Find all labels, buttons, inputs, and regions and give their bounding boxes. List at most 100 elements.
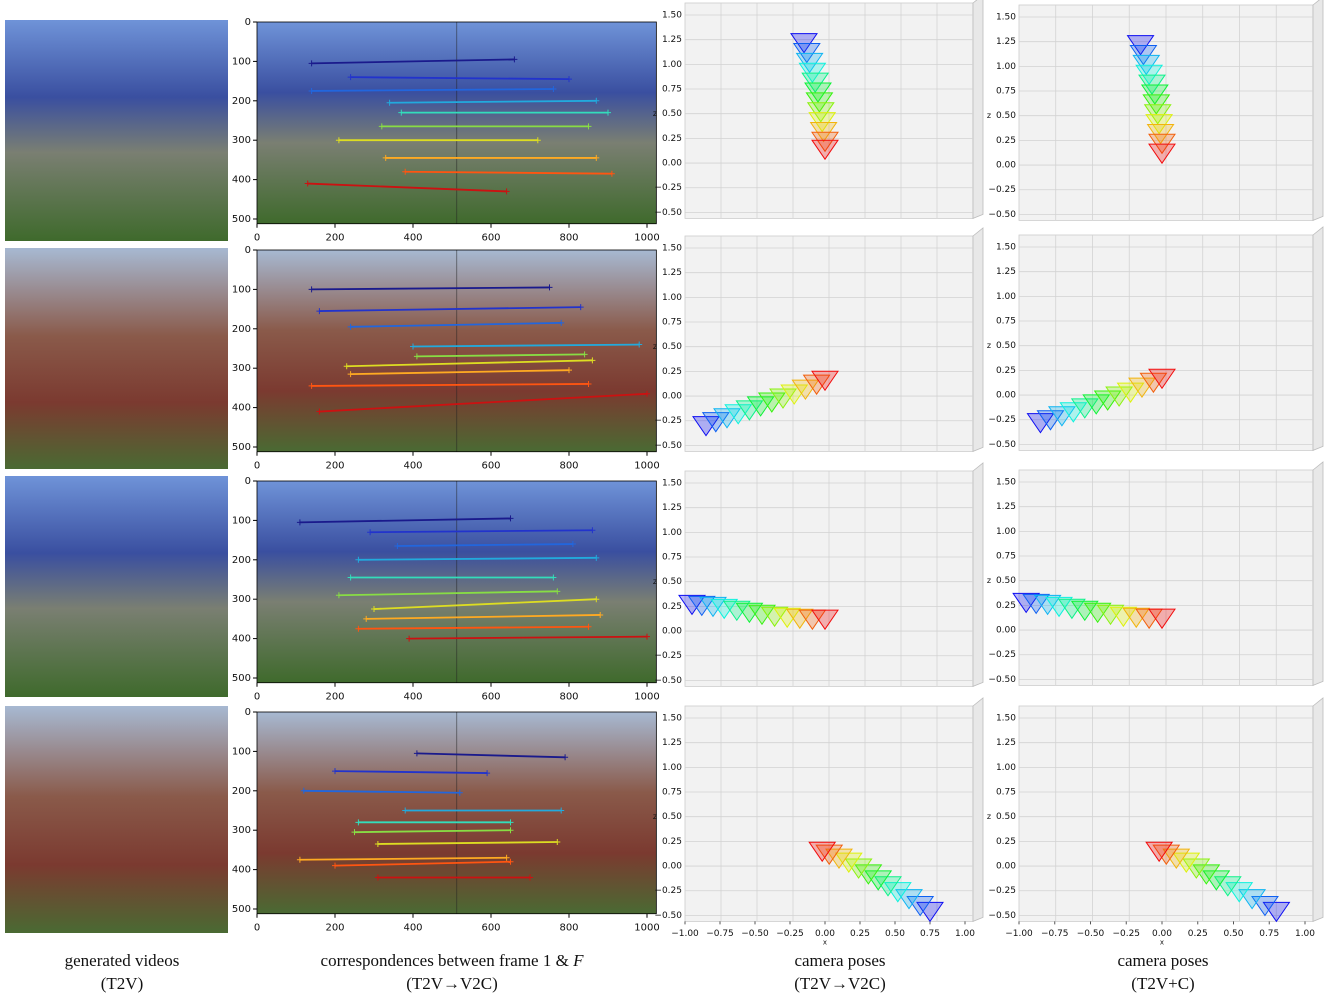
y-tick-label: 400 — [232, 403, 251, 414]
camera — [1047, 406, 1076, 427]
camera — [844, 858, 873, 879]
camera — [1152, 844, 1181, 866]
y-tick-label: 100 — [232, 746, 251, 757]
z-tick-label: 0.75 — [662, 788, 682, 798]
correspondence — [416, 353, 585, 358]
z-label: z — [653, 577, 657, 586]
z-tick-label: −0.50 — [988, 210, 1016, 220]
y-tick-label: 300 — [232, 363, 251, 374]
z-tick-label: 0.25 — [996, 601, 1016, 611]
endpoint — [316, 304, 584, 315]
x-tick-label: −1.00 — [1005, 929, 1033, 939]
camera — [722, 600, 751, 622]
camera — [1145, 841, 1174, 863]
caption: correspondences between frame 1 & F — [321, 951, 585, 970]
endpoint — [351, 827, 514, 836]
pane-side — [1312, 461, 1324, 686]
correspondence — [319, 392, 648, 413]
x-tick-label: −0.50 — [741, 929, 769, 939]
camera — [1262, 901, 1291, 923]
endpoint — [355, 554, 600, 563]
camera — [769, 388, 797, 409]
endpoint — [374, 839, 561, 847]
z-tick-label: 0.50 — [662, 109, 682, 119]
x-tick-label: 0.00 — [1152, 929, 1172, 939]
x-tick-label: 400 — [403, 692, 422, 703]
y-tick-label: 0 — [245, 17, 251, 28]
z-tick-label: 1.00 — [662, 528, 682, 538]
camera — [811, 609, 839, 631]
endpoint — [347, 319, 565, 330]
camera — [1148, 143, 1176, 165]
x-tick-label: −1.00 — [671, 929, 699, 939]
x-tick-label: 800 — [559, 923, 578, 934]
z-tick-label: 0.25 — [996, 366, 1016, 376]
correspondence — [416, 752, 566, 759]
z-label: z — [653, 812, 657, 821]
correspondence — [377, 841, 558, 845]
camera — [780, 384, 809, 405]
z-tick-label: −0.25 — [988, 185, 1016, 195]
z-tick-label: 0.00 — [662, 627, 682, 637]
y-tick-label: 300 — [232, 594, 251, 605]
z-tick-label: −0.50 — [654, 441, 682, 451]
z-tick-label: 1.00 — [996, 527, 1016, 537]
z-tick-label: −0.50 — [988, 440, 1016, 450]
camera — [808, 841, 837, 863]
camera — [1251, 896, 1279, 917]
z-tick-label: 1.50 — [662, 244, 682, 254]
camera — [1033, 594, 1062, 616]
x-tick-label: −0.25 — [1112, 929, 1140, 939]
x-tick-label: 200 — [325, 233, 344, 244]
endpoint — [413, 750, 569, 761]
x-tick-label: 0.25 — [1188, 929, 1208, 939]
x-tick-label: 400 — [403, 233, 422, 244]
camera — [1026, 413, 1055, 434]
z-tick-label: 1.25 — [996, 37, 1016, 47]
x-tick-label: −0.25 — [776, 929, 804, 939]
z-tick-label: 1.00 — [996, 62, 1016, 72]
z-label: z — [653, 109, 657, 118]
camera — [864, 870, 893, 891]
z-label: z — [987, 812, 991, 821]
endpoint — [371, 596, 600, 613]
camera — [1012, 592, 1041, 614]
x-label: x — [823, 938, 827, 946]
camera — [1083, 602, 1112, 624]
y-tick-label: 200 — [232, 324, 251, 335]
y-tick-label: 400 — [232, 175, 251, 186]
x-tick-label: 1000 — [634, 923, 659, 934]
x-tick-label: 400 — [403, 923, 422, 934]
pane-side — [1312, 697, 1324, 922]
camera — [791, 379, 820, 401]
z-tick-label: 0.75 — [996, 317, 1016, 327]
z-tick-label: 1.50 — [996, 478, 1016, 488]
y-tick-label: 0 — [245, 476, 251, 487]
endpoint — [378, 123, 592, 130]
x-tick-label: 0 — [254, 692, 260, 703]
correspondence — [334, 770, 488, 774]
endpoint — [296, 854, 510, 863]
endpoint — [308, 85, 557, 94]
correspondence — [366, 614, 601, 620]
z-tick-label: −0.25 — [654, 651, 682, 661]
camera — [773, 607, 802, 629]
camera — [746, 396, 775, 417]
camera — [1238, 889, 1267, 910]
camera — [811, 370, 839, 392]
endpoint — [347, 574, 557, 581]
z-tick-label: 1.25 — [996, 267, 1016, 277]
endpoint — [332, 768, 491, 777]
z-tick-label: 0.00 — [662, 159, 682, 169]
z-label: z — [653, 342, 657, 351]
z-label: z — [987, 576, 991, 585]
correspondence — [350, 321, 562, 328]
correspondence — [412, 343, 640, 348]
endpoint — [316, 390, 650, 415]
caption: camera poses — [1117, 951, 1208, 970]
camera — [1022, 593, 1051, 615]
camera — [916, 901, 944, 923]
x-tick-label: 800 — [559, 461, 578, 472]
pane-side — [1312, 0, 1324, 221]
z-tick-label: −0.25 — [988, 415, 1016, 425]
